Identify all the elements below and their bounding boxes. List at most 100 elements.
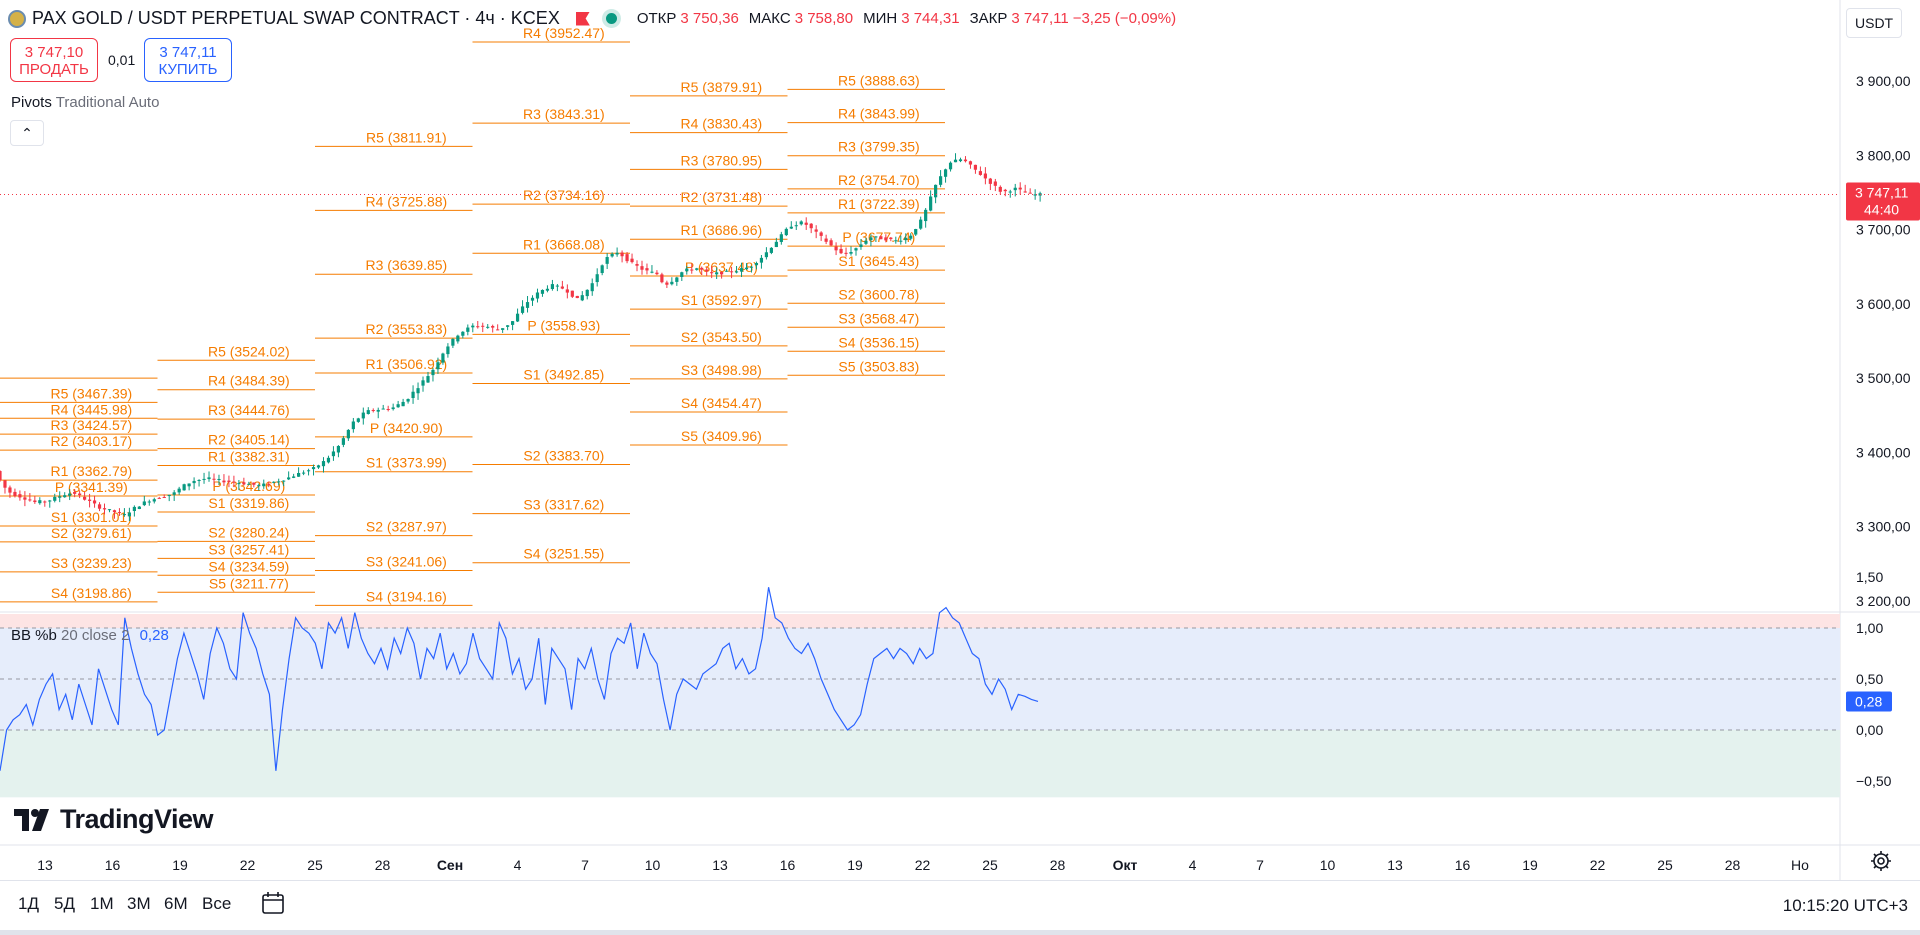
candle: [705, 269, 709, 272]
pivot-label-r1: R1 (3362.79): [50, 463, 132, 479]
time-tick-label: 25: [1657, 857, 1673, 873]
candle: [665, 282, 669, 285]
clock[interactable]: 10:15:20 UTC+3: [1782, 896, 1908, 915]
time-tick-label: Сен: [437, 857, 463, 873]
price-tick-label: 3 600,00: [1856, 296, 1911, 312]
candle: [441, 353, 445, 363]
candle: [978, 171, 983, 175]
gear-icon[interactable]: [1870, 850, 1892, 872]
candle: [844, 252, 848, 254]
candle: [983, 173, 987, 179]
candle: [924, 209, 928, 222]
pivot-label-s1: S1 (3492.85): [523, 366, 604, 382]
candle: [461, 331, 465, 336]
candle: [695, 268, 699, 270]
range-all-button[interactable]: Все: [202, 894, 232, 913]
high-label: МАКС: [748, 10, 791, 27]
candle: [346, 429, 350, 439]
pivot-label-r4: R4 (3830.43): [680, 116, 762, 132]
last-price-badge[interactable]: [1846, 182, 1920, 221]
candle: [331, 451, 336, 457]
candle: [87, 499, 92, 501]
bb-value: 0,28: [139, 627, 169, 644]
pivot-label-r3: R3 (3444.76): [208, 402, 290, 418]
pivot-label-s4: S4 (3194.16): [366, 588, 447, 604]
candle: [963, 159, 968, 162]
price-tick-label: 3 500,00: [1856, 370, 1911, 386]
pivot-label-p: P (3341.39): [55, 479, 128, 495]
candle: [177, 488, 181, 493]
collapse-legend-button[interactable]: ⌃: [10, 120, 44, 146]
candle: [401, 401, 405, 407]
candle: [904, 237, 908, 241]
tradingview-logo[interactable]: TradingView: [14, 804, 214, 835]
time-tick-label: 7: [1256, 857, 1264, 873]
range-3m-button[interactable]: 3М: [127, 894, 151, 913]
candle: [973, 164, 978, 170]
candle: [162, 497, 166, 499]
candle: [829, 240, 833, 246]
pivot-label-s4: S4 (3536.15): [838, 334, 919, 350]
time-tick-label: 13: [1387, 857, 1403, 873]
candle: [416, 388, 420, 394]
candle: [1008, 191, 1012, 193]
candle: [491, 325, 495, 328]
pivot-label-r5: R5 (3879.91): [680, 79, 762, 95]
candle: [550, 284, 555, 290]
candle: [376, 409, 380, 412]
price-tick-label: 3 700,00: [1856, 222, 1911, 238]
range-1d-button[interactable]: 1Д: [18, 894, 39, 913]
candle: [356, 418, 360, 422]
candle: [476, 326, 480, 328]
candle: [421, 380, 425, 386]
candle: [958, 159, 963, 162]
candle: [232, 481, 236, 483]
candle: [426, 376, 430, 383]
range-1m-button[interactable]: 1М: [90, 894, 114, 913]
candle: [92, 500, 97, 504]
candle: [1028, 192, 1032, 194]
candle: [874, 236, 878, 238]
candle: [769, 247, 773, 253]
candle: [864, 240, 868, 244]
buy-button[interactable]: 3 747,11 КУПИТЬ: [144, 38, 232, 82]
bb-indicator-label[interactable]: BB %b 20 close 2 0,28: [11, 627, 169, 644]
pivot-label-r4: R4 (3445.98): [50, 401, 132, 417]
calendar-icon[interactable]: [260, 890, 286, 916]
candle: [297, 473, 301, 477]
sell-button[interactable]: 3 747,10 ПРОДАТЬ: [10, 38, 98, 82]
range-6m-button[interactable]: 6М: [164, 894, 188, 913]
candle: [3, 480, 7, 488]
pivot-label-r3: R3 (3780.95): [680, 152, 762, 168]
time-tick-label: 19: [1522, 857, 1538, 873]
bb-tick-label: 1,00: [1856, 620, 1883, 636]
candle: [610, 253, 614, 257]
candle: [680, 272, 684, 277]
pivots-indicator-label[interactable]: Pivots Traditional Auto: [11, 94, 159, 111]
candle: [456, 335, 460, 342]
pivots-params: Traditional Auto: [55, 94, 160, 111]
buy-price: 3 747,11: [159, 44, 217, 61]
candle: [351, 421, 355, 430]
sell-label: ПРОДАТЬ: [19, 61, 89, 78]
currency-selector[interactable]: USDT: [1846, 8, 1902, 38]
candle: [1013, 187, 1017, 191]
candle: [869, 237, 873, 241]
pivot-label-r2: R2 (3403.17): [50, 433, 132, 449]
flag-icon[interactable]: [575, 11, 590, 26]
time-tick-label: 28: [1725, 857, 1741, 873]
candle: [391, 407, 395, 410]
candle: [13, 491, 17, 496]
candle: [38, 500, 42, 504]
symbol-title[interactable]: PAX GOLD / USDT PERPETUAL SWAP CONTRACT …: [32, 8, 560, 28]
candle: [943, 169, 948, 177]
bb-zone-2: [0, 730, 1840, 798]
pivot-label-s5: S5 (3409.96): [681, 428, 762, 444]
range-5d-button[interactable]: 5Д: [54, 894, 75, 913]
candle: [660, 274, 664, 283]
price-tick-label: 3 300,00: [1856, 519, 1911, 535]
candle: [729, 271, 734, 273]
market-status-icon[interactable]: [605, 13, 617, 24]
candle: [366, 410, 370, 415]
